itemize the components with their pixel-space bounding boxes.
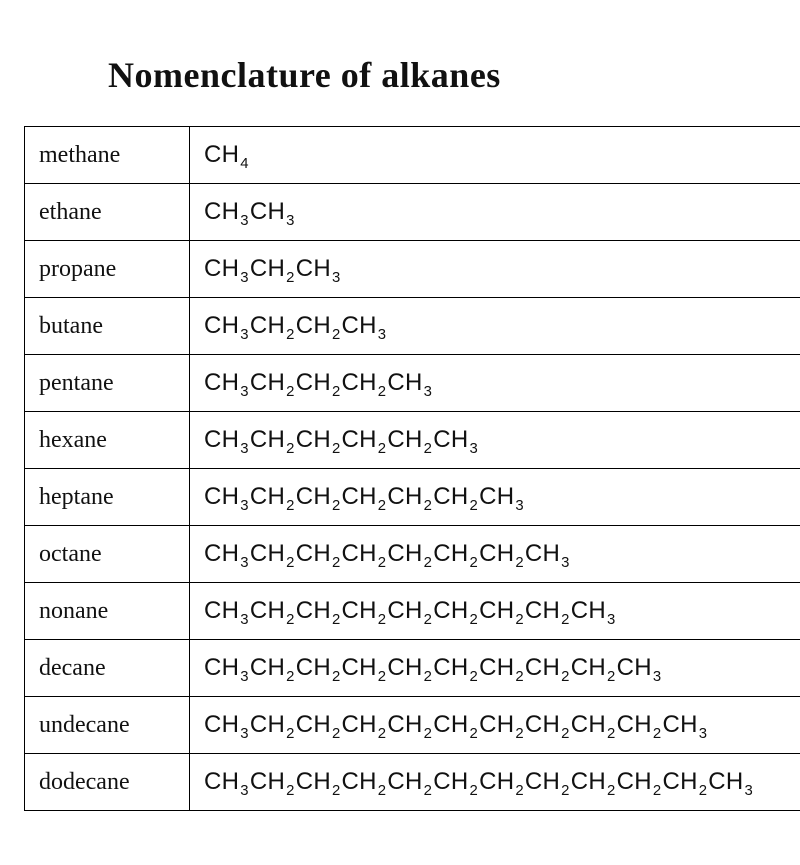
- alkane-name: undecane: [25, 697, 190, 754]
- alkane-formula: CH3CH2CH2CH2CH2CH2CH3: [190, 469, 800, 526]
- alkane-name: methane: [25, 127, 190, 184]
- table-row: nonaneCH3CH2CH2CH2CH2CH2CH2CH2CH3: [25, 583, 800, 640]
- alkane-formula: CH3CH2CH2CH2CH2CH2CH2CH2CH2CH3: [190, 640, 800, 697]
- alkanes-table-body: methaneCH4ethaneCH3CH3propaneCH3CH2CH3bu…: [25, 127, 800, 811]
- alkane-formula: CH3CH2CH2CH2CH2CH2CH2CH2CH2CH2CH3: [190, 697, 800, 754]
- table-row: decaneCH3CH2CH2CH2CH2CH2CH2CH2CH2CH3: [25, 640, 800, 697]
- alkane-name: decane: [25, 640, 190, 697]
- alkane-name: dodecane: [25, 754, 190, 811]
- table-row: propaneCH3CH2CH3: [25, 241, 800, 298]
- alkane-formula: CH3CH2CH2CH2CH2CH2CH2CH2CH3: [190, 583, 800, 640]
- table-row: heptaneCH3CH2CH2CH2CH2CH2CH3: [25, 469, 800, 526]
- page-title: Nomenclature of alkanes: [108, 54, 800, 96]
- alkane-name: octane: [25, 526, 190, 583]
- alkane-name: ethane: [25, 184, 190, 241]
- table-row: dodecaneCH3CH2CH2CH2CH2CH2CH2CH2CH2CH2CH…: [25, 754, 800, 811]
- alkane-name: heptane: [25, 469, 190, 526]
- alkane-formula: CH4: [190, 127, 800, 184]
- alkane-name: butane: [25, 298, 190, 355]
- table-row: octaneCH3CH2CH2CH2CH2CH2CH2CH3: [25, 526, 800, 583]
- alkane-formula: CH3CH3: [190, 184, 800, 241]
- alkane-name: propane: [25, 241, 190, 298]
- alkanes-table: methaneCH4ethaneCH3CH3propaneCH3CH2CH3bu…: [24, 126, 800, 811]
- table-row: hexaneCH3CH2CH2CH2CH2CH3: [25, 412, 800, 469]
- alkane-formula: CH3CH2CH2CH2CH2CH3: [190, 412, 800, 469]
- alkane-formula: CH3CH2CH3: [190, 241, 800, 298]
- alkane-name: pentane: [25, 355, 190, 412]
- alkane-formula: CH3CH2CH2CH2CH3: [190, 355, 800, 412]
- table-row: methaneCH4: [25, 127, 800, 184]
- alkane-name: nonane: [25, 583, 190, 640]
- alkane-name: hexane: [25, 412, 190, 469]
- alkane-formula: CH3CH2CH2CH2CH2CH2CH2CH2CH2CH2CH2CH3: [190, 754, 800, 811]
- table-row: ethaneCH3CH3: [25, 184, 800, 241]
- alkane-formula: CH3CH2CH2CH2CH2CH2CH2CH3: [190, 526, 800, 583]
- table-row: butaneCH3CH2CH2CH3: [25, 298, 800, 355]
- table-row: pentaneCH3CH2CH2CH2CH3: [25, 355, 800, 412]
- table-row: undecaneCH3CH2CH2CH2CH2CH2CH2CH2CH2CH2CH…: [25, 697, 800, 754]
- alkane-formula: CH3CH2CH2CH3: [190, 298, 800, 355]
